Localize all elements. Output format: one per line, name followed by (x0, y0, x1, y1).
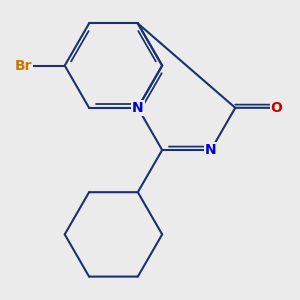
Text: N: N (205, 143, 217, 157)
Text: O: O (271, 101, 283, 115)
Text: N: N (132, 101, 144, 115)
Text: Br: Br (15, 58, 32, 73)
